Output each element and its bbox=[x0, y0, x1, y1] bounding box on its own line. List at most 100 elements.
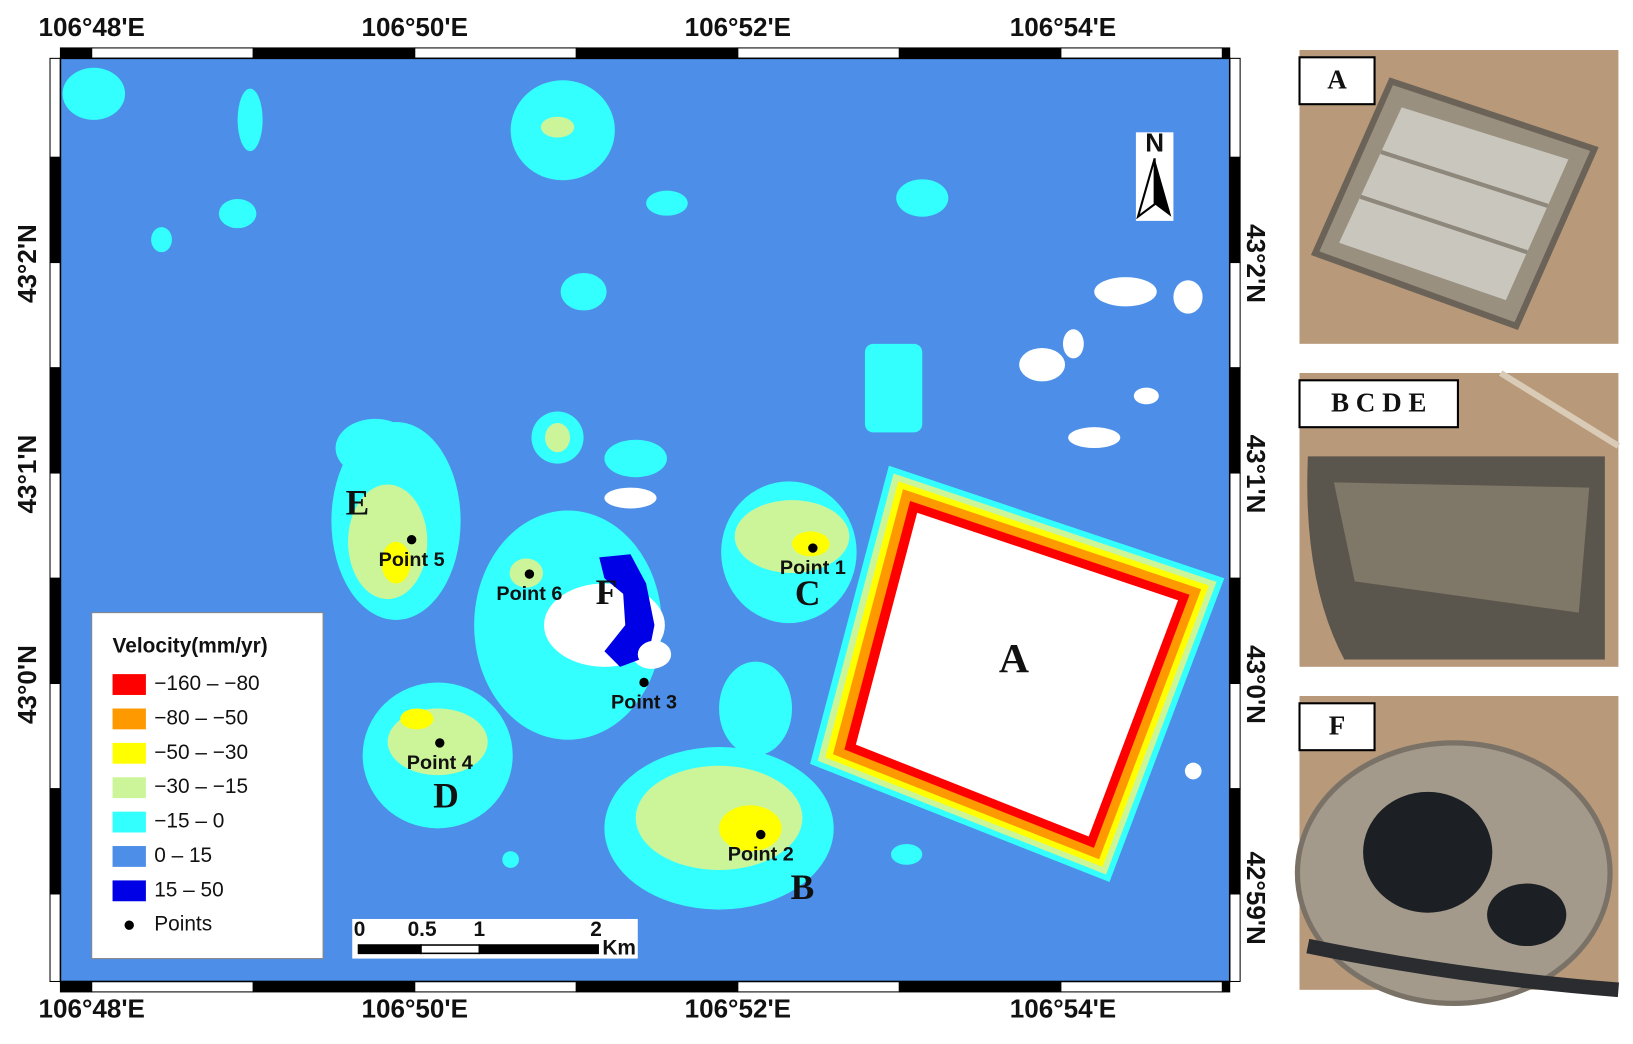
velocity-zone bbox=[335, 418, 415, 478]
legend-label: −30 – −15 bbox=[154, 775, 248, 798]
panel-label-box bbox=[1298, 702, 1376, 752]
frame-segment bbox=[49, 262, 61, 369]
latitude-label: 43°1'N bbox=[12, 435, 42, 514]
legend-swatch bbox=[112, 742, 146, 764]
longitude-label: 106°52'E bbox=[685, 994, 791, 1024]
longitude-label: 106°48'E bbox=[38, 12, 144, 42]
frame-segment bbox=[49, 577, 61, 685]
frame-segment bbox=[1229, 472, 1241, 579]
pit-water bbox=[1363, 791, 1493, 913]
frame-segment bbox=[575, 47, 739, 59]
velocity-zone bbox=[604, 487, 657, 509]
velocity-zone bbox=[1062, 329, 1084, 359]
velocity-zone bbox=[1019, 348, 1066, 382]
site-label: B bbox=[791, 867, 815, 907]
frame-segment bbox=[1229, 893, 1241, 983]
frame-segment bbox=[49, 788, 61, 895]
velocity-zone bbox=[864, 343, 923, 433]
frame-segment bbox=[1229, 577, 1241, 685]
velocity-zone bbox=[891, 843, 923, 865]
panel-label: A bbox=[1327, 65, 1347, 95]
point-label: Point 4 bbox=[407, 752, 473, 774]
longitude-label: 106°54'E bbox=[1010, 994, 1116, 1024]
point-marker bbox=[639, 677, 649, 688]
latitude-label: 42°59'N bbox=[1241, 851, 1271, 944]
subsidence-ring bbox=[855, 512, 1179, 837]
longitude-label: 106°50'E bbox=[362, 12, 468, 42]
latitude-label: 43°1'N bbox=[1241, 435, 1271, 514]
velocity-zone bbox=[896, 179, 949, 217]
velocity-zone bbox=[540, 116, 575, 138]
map-frame bbox=[59, 57, 1231, 983]
scale-label: 0 bbox=[354, 918, 366, 941]
legend-label: −80 – −50 bbox=[154, 706, 248, 729]
pit-floor bbox=[1333, 482, 1590, 613]
panel-label-box bbox=[1298, 56, 1376, 106]
frame-segment bbox=[1060, 980, 1223, 993]
legend-label: 15 – 50 bbox=[154, 878, 224, 901]
legend-label: 0 – 15 bbox=[154, 844, 212, 867]
frame-segment bbox=[49, 57, 61, 158]
frame-segment bbox=[59, 47, 93, 59]
scale-segment bbox=[478, 944, 599, 955]
longitude-label: 106°52'E bbox=[685, 12, 791, 42]
frame-segment bbox=[252, 47, 416, 59]
velocity-zone bbox=[604, 439, 667, 478]
velocity-zone bbox=[381, 541, 411, 584]
legend-label: Points bbox=[154, 913, 212, 936]
velocity-zone bbox=[1133, 387, 1159, 405]
frame-segment bbox=[49, 472, 61, 579]
site-label: C bbox=[795, 573, 821, 613]
frame-segment bbox=[414, 980, 577, 993]
site-label: E bbox=[346, 482, 370, 522]
point-marker bbox=[524, 569, 535, 579]
site-label: D bbox=[433, 775, 459, 815]
panel-label: F bbox=[1329, 711, 1346, 741]
point-label: Point 1 bbox=[780, 557, 846, 579]
scale-label: 2 bbox=[590, 918, 602, 941]
legend-point bbox=[124, 920, 134, 930]
uplift-zone bbox=[599, 554, 655, 667]
frame-segment bbox=[91, 980, 254, 993]
velocity-zone bbox=[218, 199, 257, 229]
point-marker bbox=[406, 535, 417, 545]
legend-label: −15 – 0 bbox=[154, 810, 224, 833]
latitude-label: 43°2'N bbox=[1241, 224, 1271, 303]
north-label: N bbox=[1145, 128, 1164, 158]
north-arrow bbox=[1154, 158, 1172, 217]
frame-segment bbox=[1060, 47, 1223, 59]
velocity-zone bbox=[719, 805, 782, 852]
legend-swatch bbox=[112, 708, 146, 730]
velocity-zone bbox=[637, 640, 672, 668]
frame-segment bbox=[49, 367, 61, 474]
point-label: Point 3 bbox=[611, 692, 677, 714]
velocity-zone bbox=[62, 67, 126, 120]
pond-divider bbox=[1359, 194, 1528, 255]
frame-segment bbox=[575, 980, 739, 993]
latitude-label: 43°0'N bbox=[1241, 645, 1271, 724]
frame-segment bbox=[737, 980, 900, 993]
point-label: Point 6 bbox=[496, 583, 562, 605]
velocity-zone bbox=[560, 272, 607, 311]
pit-water bbox=[1487, 883, 1567, 947]
scale-unit: Km bbox=[602, 937, 636, 960]
point-label: Point 5 bbox=[379, 549, 445, 571]
velocity-zone bbox=[1094, 277, 1157, 307]
frame-segment bbox=[898, 47, 1062, 59]
frame-segment bbox=[1229, 156, 1241, 264]
legend-swatch bbox=[112, 846, 146, 867]
frame-segment bbox=[91, 47, 254, 59]
legend-label: −50 – −30 bbox=[154, 741, 248, 764]
velocity-zone bbox=[502, 851, 519, 868]
velocity-zone bbox=[151, 227, 172, 253]
site-label: A bbox=[999, 636, 1029, 682]
velocity-zone bbox=[1068, 427, 1121, 449]
panel-label-box bbox=[1298, 379, 1459, 429]
frame-segment bbox=[49, 156, 61, 264]
panel-label: B C D E bbox=[1331, 388, 1427, 418]
latitude-label: 43°0'N bbox=[12, 645, 42, 724]
longitude-label: 106°48'E bbox=[38, 994, 144, 1024]
longitude-label: 106°50'E bbox=[362, 994, 468, 1024]
